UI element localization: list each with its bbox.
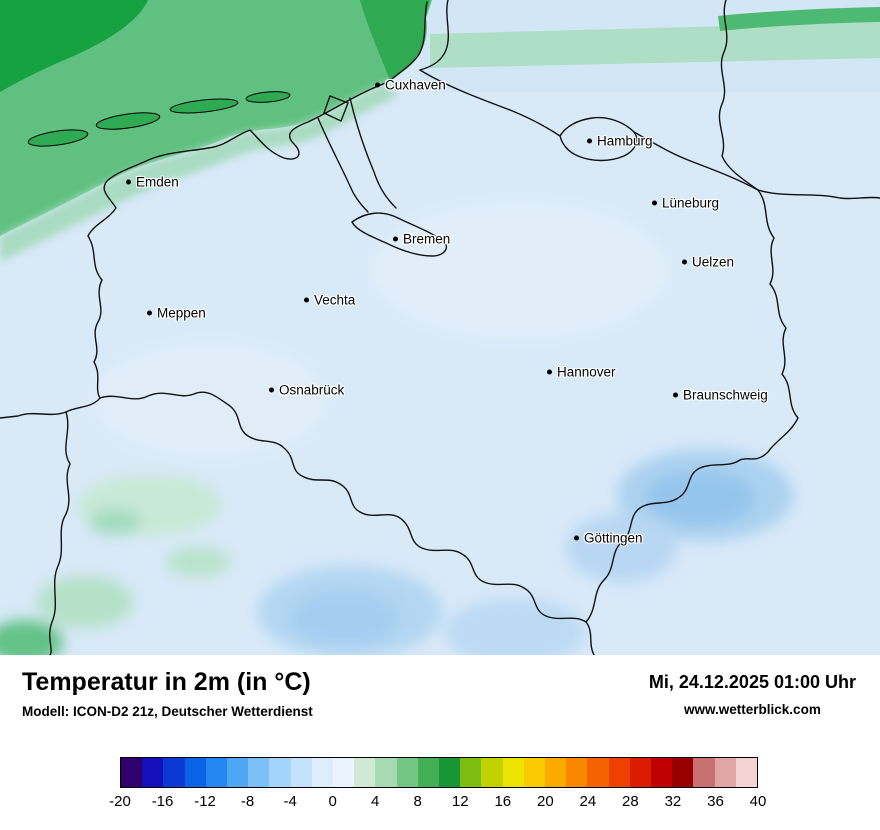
legend-color-segment <box>608 758 630 787</box>
legend-color-segment <box>672 758 694 787</box>
legend-tick: 24 <box>579 793 597 810</box>
legend-tick: 12 <box>451 793 469 810</box>
temperature-map: Cuxhaven Hamburg Emden Lüneburg Bremen U… <box>0 0 880 655</box>
city-label: Cuxhaven <box>385 77 446 93</box>
temperature-legend: -20 -16 -12 -8 -4 0 4 8 12 16 20 24 28 32 36 40 <box>109 757 766 813</box>
page-title: Temperatur in 2m (in °C) <box>22 668 311 696</box>
map-svg <box>0 0 880 655</box>
legend-color-segment <box>502 758 524 787</box>
legend-color-segment <box>248 758 270 787</box>
valid-datetime: Mi, 24.12.2025 01:00 Uhr <box>648 672 856 692</box>
model-info: Modell: ICON-D2 21z, Deutscher Wetterdie… <box>22 703 313 719</box>
legend-color-segment <box>205 758 228 787</box>
legend-color-segment <box>629 758 652 787</box>
website-label: www.wetterblick.com <box>684 702 821 717</box>
legend-color-segment <box>735 758 758 787</box>
legend-tick: 40 <box>749 793 767 810</box>
city-dot <box>673 392 678 398</box>
city-marker-meppen: Meppen <box>147 306 206 321</box>
legend-color-segment <box>481 758 503 787</box>
islands <box>27 91 291 147</box>
city-marker-uelzen: Uelzen <box>682 255 734 270</box>
legend-color-segment <box>566 758 588 787</box>
legend-tick: 16 <box>494 793 512 810</box>
legend-color-segment <box>693 758 715 787</box>
city-marker-cuxhaven: Cuxhaven <box>375 78 446 93</box>
city-dot <box>652 200 657 206</box>
city-marker-hamburg: Hamburg <box>587 134 653 149</box>
city-dot <box>126 179 131 185</box>
city-marker-lueneburg: Lüneburg <box>652 196 719 211</box>
legend-tick-labels: -20 -16 -12 -8 -4 0 4 8 12 16 20 24 28 32 36 40 <box>109 793 766 813</box>
city-marker-osnabrueck: Osnabrück <box>269 383 344 398</box>
legend-color-segment <box>396 758 418 787</box>
city-label: Göttingen <box>584 530 643 546</box>
city-marker-bremen: Bremen <box>393 232 450 247</box>
legend-color-segment <box>375 758 397 787</box>
legend-color-segment <box>269 758 291 787</box>
city-label: Hamburg <box>597 133 653 149</box>
legend-color-segment <box>417 758 440 787</box>
city-marker-hannover: Hannover <box>547 365 616 380</box>
city-marker-braunschweig: Braunschweig <box>673 388 768 403</box>
city-dot <box>547 369 552 375</box>
city-label: Hannover <box>557 364 616 380</box>
city-dot <box>304 297 309 303</box>
legend-color-segment <box>121 758 143 787</box>
city-dot <box>574 535 579 541</box>
city-label: Emden <box>136 174 179 190</box>
city-label: Osnabrück <box>279 382 345 398</box>
city-label: Meppen <box>157 305 206 321</box>
city-dot <box>682 259 687 265</box>
legend-tick: 32 <box>664 793 682 810</box>
city-label: Lüneburg <box>662 195 720 211</box>
city-dot <box>269 387 274 393</box>
legend-color-segment <box>333 758 355 787</box>
legend-color-segment <box>523 758 546 787</box>
legend-color-segment <box>714 758 736 787</box>
city-dot <box>375 82 380 88</box>
legend-tick: 0 <box>328 793 337 810</box>
legend-color-segment <box>163 758 185 787</box>
legend-color-segment <box>439 758 461 787</box>
city-marker-goettingen: Göttingen <box>574 531 643 546</box>
city-label: Vechta <box>314 292 356 308</box>
city-dot <box>147 310 152 316</box>
legend-tick: 20 <box>536 793 554 810</box>
legend-tick: -8 <box>240 793 255 810</box>
legend-color-segment <box>545 758 567 787</box>
city-marker-emden: Emden <box>126 175 179 190</box>
legend-color-segment <box>354 758 376 787</box>
legend-color-segment <box>290 758 312 787</box>
legend-colorbar <box>120 757 758 788</box>
legend-tick: -12 <box>194 793 216 810</box>
legend-color-segment <box>460 758 482 787</box>
city-label: Braunschweig <box>683 387 768 403</box>
legend-tick: 28 <box>622 793 639 810</box>
legend-tick: 4 <box>371 793 380 810</box>
city-label: Uelzen <box>692 254 735 270</box>
legend-tick: -4 <box>283 793 297 810</box>
legend-color-segment <box>184 758 206 787</box>
city-dot <box>587 138 592 144</box>
legend-color-segment <box>311 758 334 787</box>
map-footer: Temperatur in 2m (in °C) Modell: ICON-D2… <box>0 655 880 830</box>
legend-color-segment <box>227 758 249 787</box>
legend-color-segment <box>142 758 164 787</box>
legend-tick: 36 <box>707 793 724 810</box>
city-marker-vechta: Vechta <box>304 293 355 308</box>
legend-color-segment <box>651 758 673 787</box>
legend-tick: 8 <box>413 793 422 810</box>
legend-tick: -16 <box>151 793 174 810</box>
city-label: Bremen <box>403 231 451 247</box>
legend-tick: -20 <box>109 793 131 810</box>
border-lines <box>0 0 880 655</box>
city-dot <box>393 236 398 242</box>
legend-color-segment <box>587 758 609 787</box>
